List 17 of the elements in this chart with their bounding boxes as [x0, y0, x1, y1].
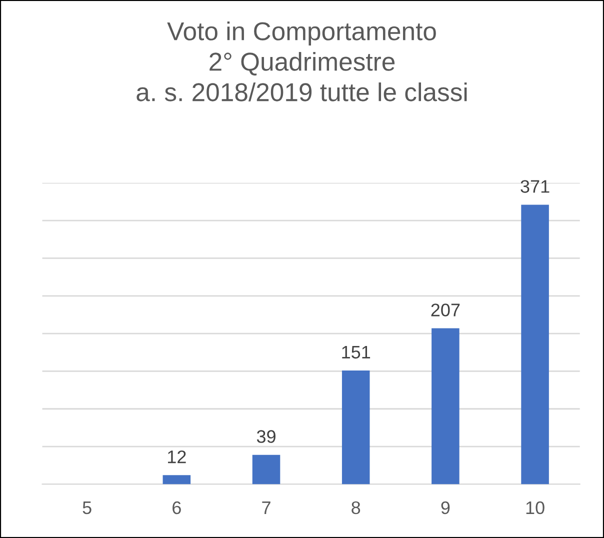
x-tick-label: 6	[172, 501, 181, 514]
data-label: 39	[256, 430, 276, 443]
data-label: 12	[168, 450, 186, 464]
chart-title: Voto in Comportamento 2° Quadrimestre a. s. 2018/2019 tutte le classi	[136, 22, 467, 102]
data-label: 207	[431, 304, 460, 316]
bar	[342, 370, 370, 484]
bar	[252, 454, 280, 484]
x-tick-label: 7	[262, 502, 270, 514]
data-label: 371	[520, 180, 550, 193]
x-tick-label: 9	[441, 501, 450, 514]
bar	[432, 328, 460, 484]
bar	[521, 204, 549, 484]
data-label: 151	[342, 346, 370, 359]
x-tick-label: 5	[82, 502, 92, 514]
x-tick-label: 8	[352, 501, 360, 514]
bar	[162, 475, 191, 484]
x-tick-label: 10	[526, 501, 544, 514]
